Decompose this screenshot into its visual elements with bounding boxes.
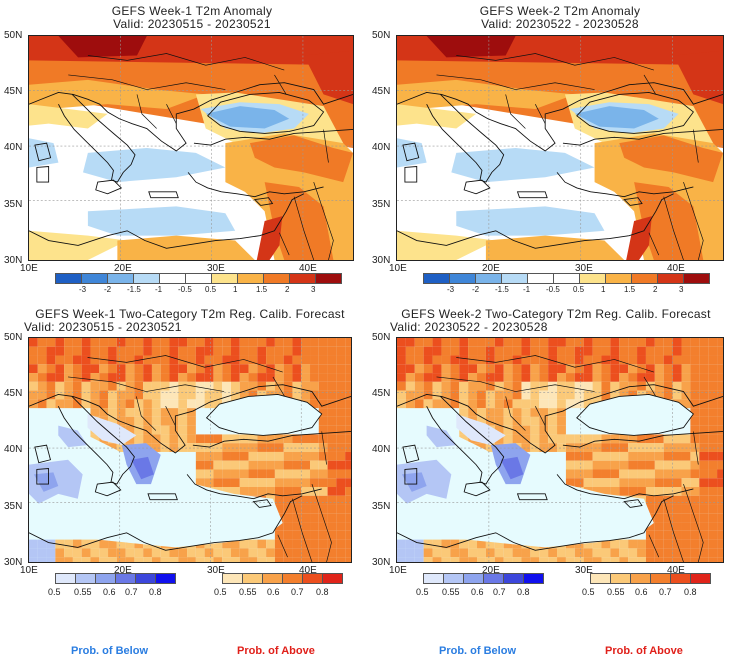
colorbar-swatch	[631, 273, 658, 284]
colorbar-swatch	[222, 573, 243, 584]
colorbar-swatch	[423, 573, 444, 584]
anomaly-colorbar-2	[423, 273, 710, 284]
colorbar-swatch	[55, 573, 76, 584]
map-week2-probability	[396, 337, 724, 563]
colorbar-swatch	[590, 573, 611, 584]
map-svg	[397, 338, 723, 562]
map-svg	[397, 36, 723, 260]
panel1-title: GEFS Week-1 T2m Anomaly	[111, 4, 273, 18]
colorbar-swatch	[282, 573, 303, 584]
colorbar-swatch	[503, 573, 524, 584]
anomaly-colorbar-1	[55, 273, 342, 284]
colorbar-swatch	[81, 273, 108, 284]
colorbar-swatch	[262, 573, 283, 584]
map-week1-anomaly	[28, 35, 354, 261]
colorbar-swatch	[463, 573, 484, 584]
colorbar-swatch	[133, 273, 160, 284]
colorbar-swatch	[115, 573, 136, 584]
colorbar-swatch	[159, 273, 186, 284]
map-svg	[29, 36, 353, 260]
panel2-valid: Valid: 20230522 - 20230528	[481, 17, 639, 31]
colorbar-swatch	[683, 273, 710, 284]
colorbar-swatch	[211, 273, 238, 284]
colorbar-swatch	[483, 573, 504, 584]
colorbar-swatch	[302, 573, 323, 584]
colorbar-swatch	[523, 573, 544, 584]
legend-prob-above-1: Prob. of Above	[237, 645, 315, 657]
colorbar-swatch	[579, 273, 606, 284]
colorbar-swatch	[95, 573, 116, 584]
colorbar-swatch	[75, 573, 96, 584]
prob-above-colorbar-1	[222, 573, 343, 584]
colorbar-swatch	[263, 273, 290, 284]
colorbar-swatch	[630, 573, 651, 584]
panel4-title: GEFS Week-2 Two-Category T2m Reg. Calib.…	[401, 307, 711, 321]
prob-below-colorbar-1	[55, 573, 176, 584]
colorbar-swatch	[553, 273, 580, 284]
colorbar-swatch	[475, 273, 502, 284]
colorbar-swatch	[237, 273, 264, 284]
map-week2-anomaly	[396, 35, 724, 261]
colorbar-swatch	[423, 273, 450, 284]
colorbar-swatch	[322, 573, 343, 584]
colorbar-swatch	[242, 573, 263, 584]
panel2-title: GEFS Week-2 T2m Anomaly	[479, 4, 641, 18]
colorbar-swatch	[501, 273, 528, 284]
colorbar-swatch	[315, 273, 342, 284]
legend-prob-below-1: Prob. of Below	[71, 645, 148, 657]
colorbar-swatch	[443, 573, 464, 584]
colorbar-swatch	[610, 573, 631, 584]
legend-prob-below-2: Prob. of Below	[439, 645, 516, 657]
colorbar-swatch	[289, 273, 316, 284]
colorbar-swatch	[449, 273, 476, 284]
panel3-title: GEFS Week-1 Two-Category T2m Reg. Calib.…	[35, 307, 345, 321]
colorbar-swatch	[155, 573, 176, 584]
colorbar-swatch	[185, 273, 212, 284]
colorbar-swatch	[650, 573, 671, 584]
panel1-valid: Valid: 20230515 - 20230521	[113, 17, 271, 31]
colorbar-swatch	[135, 573, 156, 584]
map-svg	[29, 338, 351, 562]
colorbar-swatch	[657, 273, 684, 284]
legend-prob-above-2: Prob. of Above	[605, 645, 683, 657]
colorbar-swatch	[605, 273, 632, 284]
panel3-valid: Valid: 20230515 - 20230521	[24, 320, 182, 334]
colorbar-swatch	[690, 573, 711, 584]
prob-above-colorbar-2	[590, 573, 711, 584]
colorbar-swatch	[670, 573, 691, 584]
colorbar-swatch	[55, 273, 82, 284]
prob-below-colorbar-2	[423, 573, 544, 584]
colorbar-swatch	[107, 273, 134, 284]
panel4-valid: Valid: 20230522 - 20230528	[390, 320, 548, 334]
map-week1-probability	[28, 337, 352, 563]
colorbar-swatch	[527, 273, 554, 284]
